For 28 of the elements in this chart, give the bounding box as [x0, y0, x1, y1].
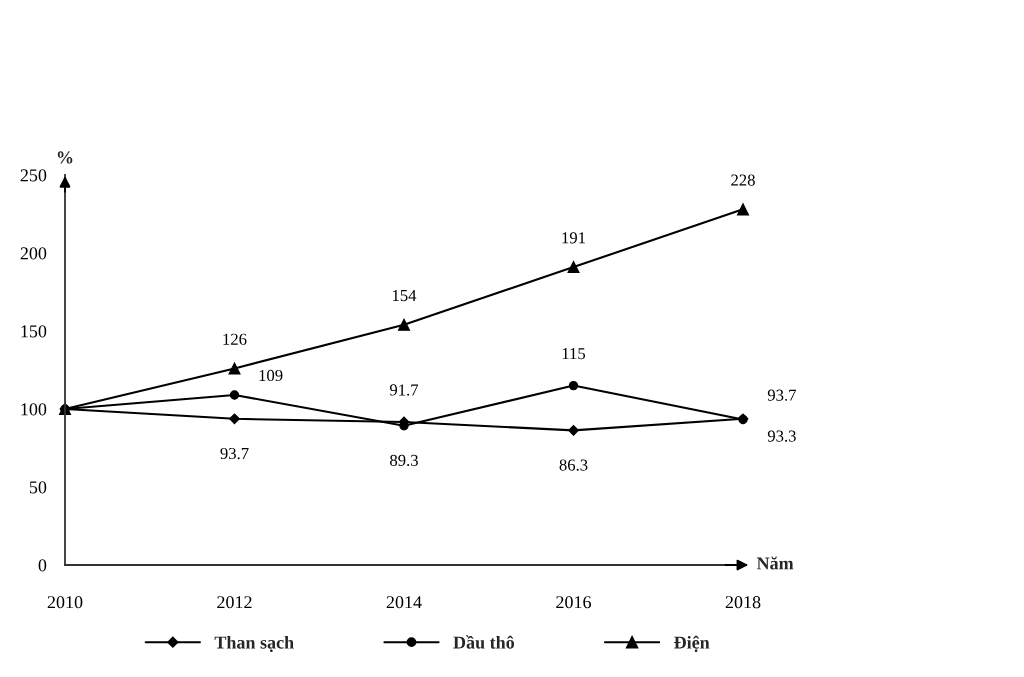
x-axis-title: Năm	[756, 556, 794, 570]
y-axis-title: %	[57, 151, 73, 164]
y-tick-label: 200	[20, 247, 47, 260]
data-label: 115	[562, 348, 586, 360]
data-label: 109	[259, 369, 283, 382]
data-label: 191	[562, 232, 585, 244]
y-tick-label: 150	[21, 325, 47, 338]
data-label: 86.3	[559, 459, 588, 471]
data-label: 126	[223, 333, 247, 345]
data-label: 228	[731, 174, 755, 186]
x-tick-label: 2012	[217, 596, 252, 609]
data-label: 91.7	[389, 384, 419, 396]
y-tick-label: 100	[21, 403, 47, 416]
x-tick-label: 2010	[47, 596, 83, 609]
data-label: 93.7	[220, 447, 249, 460]
data-label: 154	[392, 289, 417, 302]
y-tick-label: 50	[29, 481, 47, 494]
data-label: 93.3	[767, 430, 796, 442]
legend-label: Than sạch	[214, 635, 294, 653]
data-label: 89.3	[390, 454, 418, 467]
data-label: 93.7	[767, 389, 796, 401]
x-tick-label: 2018	[725, 596, 761, 609]
x-tick-label: 2014	[386, 596, 422, 609]
y-tick-label: 250	[20, 169, 47, 182]
y-tick-label: 0	[38, 559, 47, 572]
x-tick-label: 2016	[556, 596, 592, 609]
legend-label: Dầu thô	[453, 635, 515, 649]
legend-label: Điện	[674, 635, 710, 653]
